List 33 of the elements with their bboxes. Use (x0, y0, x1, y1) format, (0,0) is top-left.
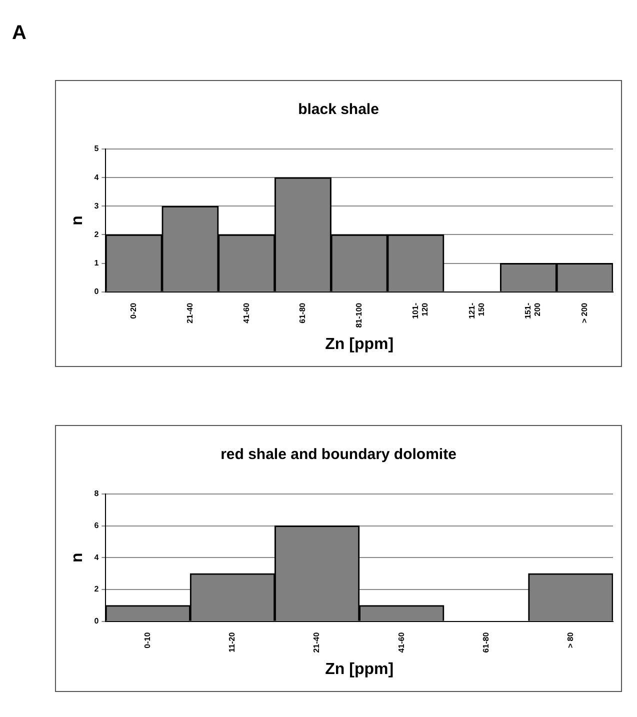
x-tick-label: 21-40 (312, 632, 322, 653)
y-tick-label: 2 (94, 584, 100, 594)
x-tick-label: > 80 (566, 632, 575, 648)
x-tick-label: 81-100 (354, 302, 364, 328)
x-tick-label: 151- 200 (524, 302, 542, 319)
x-tick-label: 121- 150 (467, 302, 486, 319)
x-tick-label: 101- 120 (410, 302, 430, 319)
chart-title: black shale (298, 101, 379, 118)
y-tick-label: 1 (94, 258, 100, 268)
y-tick-label: 2 (94, 230, 100, 239)
y-axis-title: n (69, 216, 86, 226)
y-tick-label: 0 (94, 287, 100, 296)
y-tick-label: 5 (94, 144, 100, 154)
y-tick-label: 4 (94, 552, 100, 562)
x-tick-label: 11-20 (228, 632, 237, 652)
text: A (12, 22, 26, 45)
x-tick-label: 41-60 (396, 632, 406, 653)
y-tick-label: 8 (94, 489, 100, 498)
y-tick-label: 3 (94, 201, 100, 210)
x-tick-label: 0-20 (129, 302, 138, 319)
x-tick-label: 41-60 (242, 302, 251, 324)
y-axis-title: n (69, 552, 86, 563)
x-tick-label: 0-10 (143, 632, 152, 648)
y-tick-label: 4 (94, 172, 100, 182)
chart-title: red shale and boundary dolomite (220, 446, 456, 464)
x-tick-label: 21-40 (185, 302, 194, 324)
y-tick-label: 6 (94, 521, 100, 530)
x-axis-title: Zn [ppm] (325, 660, 394, 678)
x-tick-label: 61-80 (481, 632, 490, 653)
x-axis-title: Zn [ppm] (325, 336, 394, 353)
x-tick-label: 61-80 (298, 302, 308, 324)
x-tick-label: > 200 (580, 302, 590, 324)
y-tick-label: 0 (94, 616, 100, 626)
